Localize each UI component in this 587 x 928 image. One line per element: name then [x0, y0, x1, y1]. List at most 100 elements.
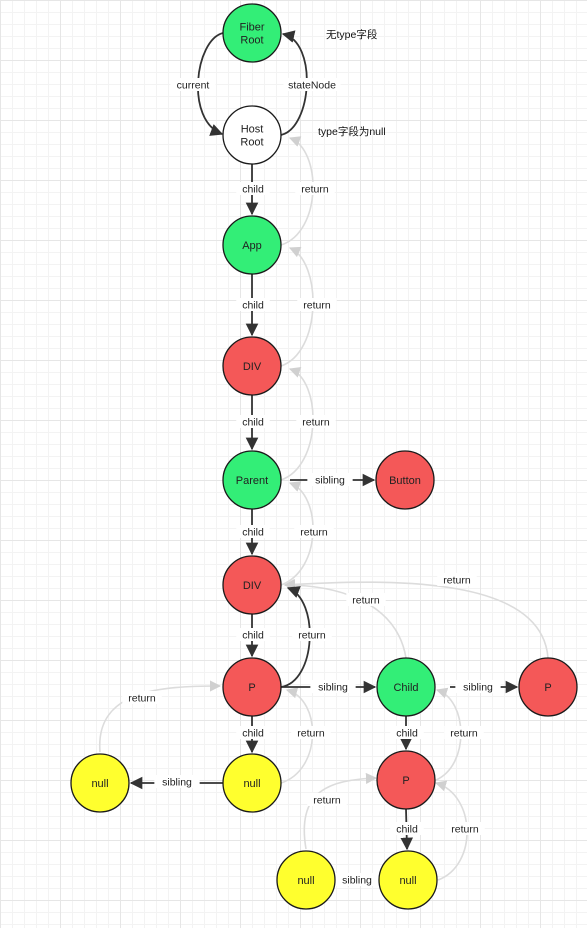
node-label: App: [242, 240, 262, 252]
node-null-mid: null: [222, 753, 282, 813]
node-child: Child: [376, 657, 436, 717]
return-label-p2-child: return: [450, 728, 478, 740]
return-label-pright-div2-bg: [437, 573, 477, 586]
node-circle: [222, 753, 282, 813]
node-circle: [222, 450, 282, 510]
node-button: Button: [375, 450, 435, 510]
return-label-app-host-bg: [295, 182, 335, 195]
node-label: P: [248, 682, 255, 694]
node-label: DIV: [243, 361, 262, 373]
return-label-p2-child-bg: [444, 726, 484, 739]
return-label-div1-app: return: [303, 300, 331, 312]
node-null-left: null: [70, 753, 130, 813]
node-circle: [222, 336, 282, 396]
node-label: Root: [240, 35, 263, 47]
child-label-parent-div2: child: [242, 527, 264, 539]
return-label-app-host: return: [301, 184, 329, 196]
return-label-child-div2-bg: [346, 593, 386, 606]
child-label-p1-nullmid: child: [242, 728, 264, 740]
current-label: current: [177, 80, 210, 92]
sibling-label-nullmid-nullleft: sibling: [162, 777, 192, 789]
child-label-host-app-bg: [236, 182, 270, 195]
return-label-nullbr-p2-bg: [445, 822, 485, 835]
node-p1: P: [222, 657, 282, 717]
node-label: Root: [240, 137, 263, 149]
node-null-bl: null: [276, 850, 336, 910]
node-label: Fiber: [239, 22, 264, 34]
return-edge-nullbl-p2: [303, 772, 378, 850]
node-circle: [222, 3, 282, 63]
child-label-app-div1: child: [242, 300, 264, 312]
child-label-div1-parent-bg: [236, 415, 270, 428]
host-root-note: type字段为null: [318, 125, 386, 138]
child-label-app-div1-bg: [236, 298, 270, 311]
return-label-nullleft-p1-bg: [122, 691, 162, 704]
node-label: Host: [241, 124, 264, 136]
sibling-label-p1-child-bg: [310, 680, 356, 693]
statenode-label-bg: [283, 78, 341, 91]
return-label-nullmid-p1: return: [297, 728, 325, 740]
node-p-right: P: [518, 657, 578, 717]
node-label: Child: [393, 682, 418, 694]
node-circle: [376, 750, 436, 810]
statenode-label: stateNode: [288, 80, 336, 92]
child-label-p2-nullbr: child: [396, 824, 418, 836]
return-label-child-div2: return: [352, 595, 380, 607]
node-label: Parent: [236, 475, 268, 487]
node-app: App: [222, 215, 282, 275]
node-label: null: [297, 875, 314, 887]
sibling-label-child-pright-bg: [455, 680, 501, 693]
node-p2: P: [376, 750, 436, 810]
node-circle: [222, 555, 282, 615]
return-label-nullleft-p1: return: [128, 693, 156, 705]
sibling-label-p1-child: sibling: [318, 682, 348, 694]
node-label: P: [402, 775, 409, 787]
node-circle: [70, 753, 130, 813]
node-label: P: [544, 682, 551, 694]
node-label: DIV: [243, 580, 262, 592]
return-label-parent-div1-bg: [296, 415, 336, 428]
sibling-label-nullbr-nullbl-bg: [334, 873, 380, 886]
fiber-root-note: 无type字段: [326, 28, 378, 41]
return-label-div1-app-bg: [297, 298, 337, 311]
return-label-nullbl-p2: return: [313, 795, 341, 807]
node-circle: [276, 850, 336, 910]
return-label-pright-div2: return: [443, 575, 471, 587]
return-edge-pright-div2: [283, 578, 549, 659]
node-circle: [518, 657, 578, 717]
return-label-p1-div2-bg: [292, 628, 332, 641]
child-label-div2-p1-bg: [236, 628, 270, 641]
node-circle: [375, 450, 435, 510]
sibling-label-nullmid-nullleft-bg: [154, 775, 200, 788]
node-null-br: null: [378, 850, 438, 910]
node-circle: [222, 105, 282, 165]
node-circle: [222, 657, 282, 717]
child-label-parent-div2-bg: [236, 525, 270, 538]
child-label-div1-parent: child: [242, 417, 264, 429]
sibling-label-nullbr-nullbl: sibling: [342, 875, 372, 887]
child-label-p2-nullbr-bg: [390, 822, 424, 835]
current-label-bg: [170, 78, 216, 91]
return-label-nullmid-p1-bg: [291, 726, 331, 739]
sibling-label-parent-button-bg: [307, 473, 353, 486]
node-parent: Parent: [222, 450, 282, 510]
node-label: null: [399, 875, 416, 887]
return-label-parent-div1: return: [302, 417, 330, 429]
node-div2: DIV: [222, 555, 282, 615]
child-label-host-app: child: [242, 184, 264, 196]
child-label-div2-p1: child: [242, 630, 264, 642]
node-label: null: [243, 778, 260, 790]
return-label-nullbr-p2: return: [451, 824, 479, 836]
node-circle: [376, 657, 436, 717]
return-edge-child-div2: [283, 579, 407, 659]
node-label: null: [91, 778, 108, 790]
return-label-div2-parent-bg: [294, 525, 334, 538]
node-div1: DIV: [222, 336, 282, 396]
sibling-label-child-pright: sibling: [463, 682, 493, 694]
node-circle: [378, 850, 438, 910]
return-label-p1-div2: return: [298, 630, 326, 642]
child-label-p1-nullmid-bg: [236, 726, 270, 739]
